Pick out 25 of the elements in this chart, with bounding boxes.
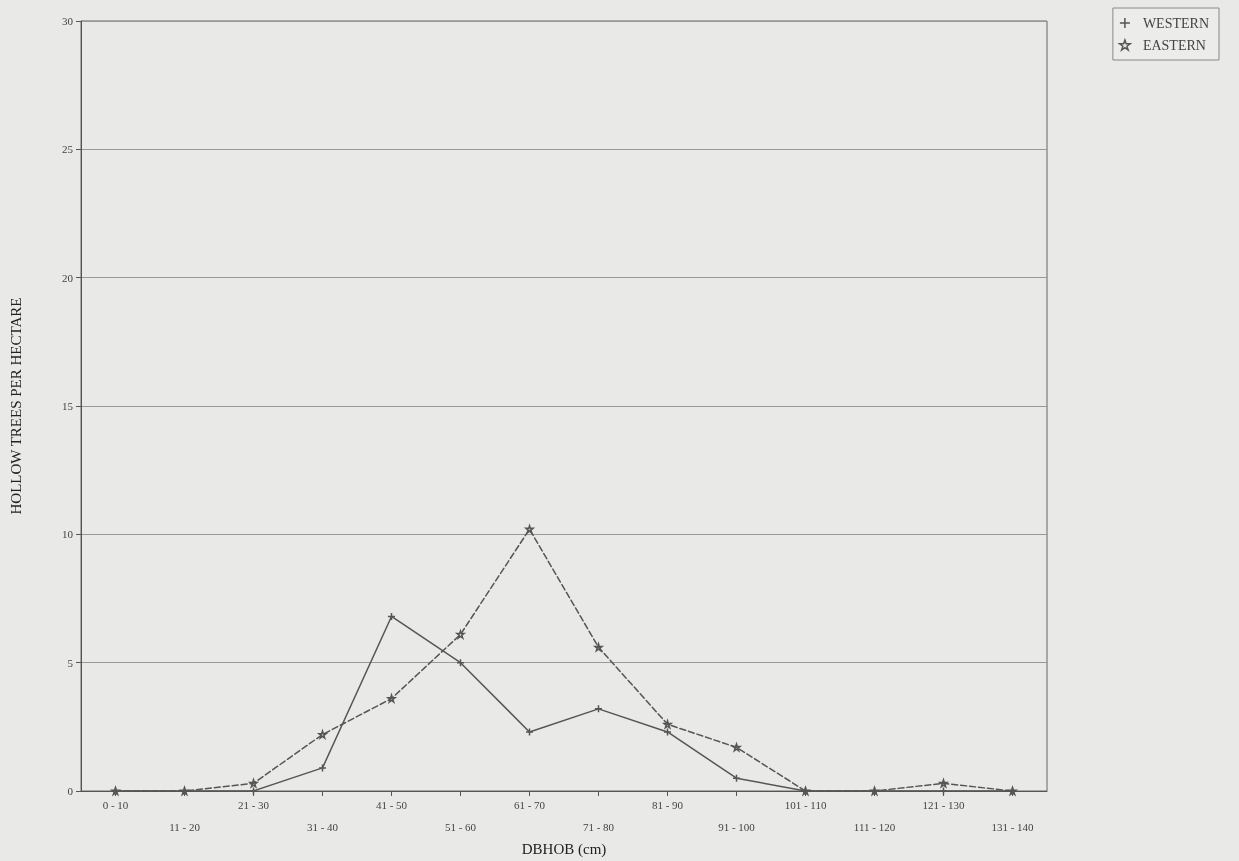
x-tick-label: 91 - 100 bbox=[718, 820, 756, 833]
x-tick-label: 21 - 30 bbox=[237, 798, 270, 811]
x-tick-label: 61 - 70 bbox=[513, 798, 546, 811]
y-tick-label: 5 bbox=[67, 656, 74, 669]
y-tick-label: 0 bbox=[67, 785, 74, 797]
x-tick-label: 121 - 130 bbox=[922, 798, 966, 811]
x-tick-label: 11 - 20 bbox=[169, 820, 201, 833]
x-tick-label: 71 - 80 bbox=[582, 820, 615, 833]
y-tick-label: 15 bbox=[62, 400, 74, 412]
x-tick-label: 101 - 110 bbox=[784, 798, 827, 811]
x-tick-label: 131 - 140 bbox=[991, 820, 1035, 833]
x-tick-label: 0 - 10 bbox=[102, 798, 129, 811]
y-tick-label: 20 bbox=[62, 271, 74, 284]
y-tick-label: 25 bbox=[62, 143, 74, 156]
y-axis-title: HOLLOW TREES PER HECTARE bbox=[7, 297, 24, 515]
legend-label: EASTERN bbox=[1142, 37, 1206, 53]
y-tick-label: 10 bbox=[62, 528, 74, 541]
x-axis-title: DBHOB (cm) bbox=[521, 840, 607, 858]
y-tick-label: 30 bbox=[62, 15, 74, 27]
x-tick-label: 51 - 60 bbox=[444, 820, 477, 833]
legend-label: WESTERN bbox=[1142, 15, 1210, 31]
x-tick-label: 31 - 40 bbox=[306, 820, 339, 833]
x-tick-label: 41 - 50 bbox=[375, 798, 408, 811]
x-tick-label: 111 - 120 bbox=[853, 820, 896, 833]
x-tick-label: 81 - 90 bbox=[651, 798, 684, 811]
